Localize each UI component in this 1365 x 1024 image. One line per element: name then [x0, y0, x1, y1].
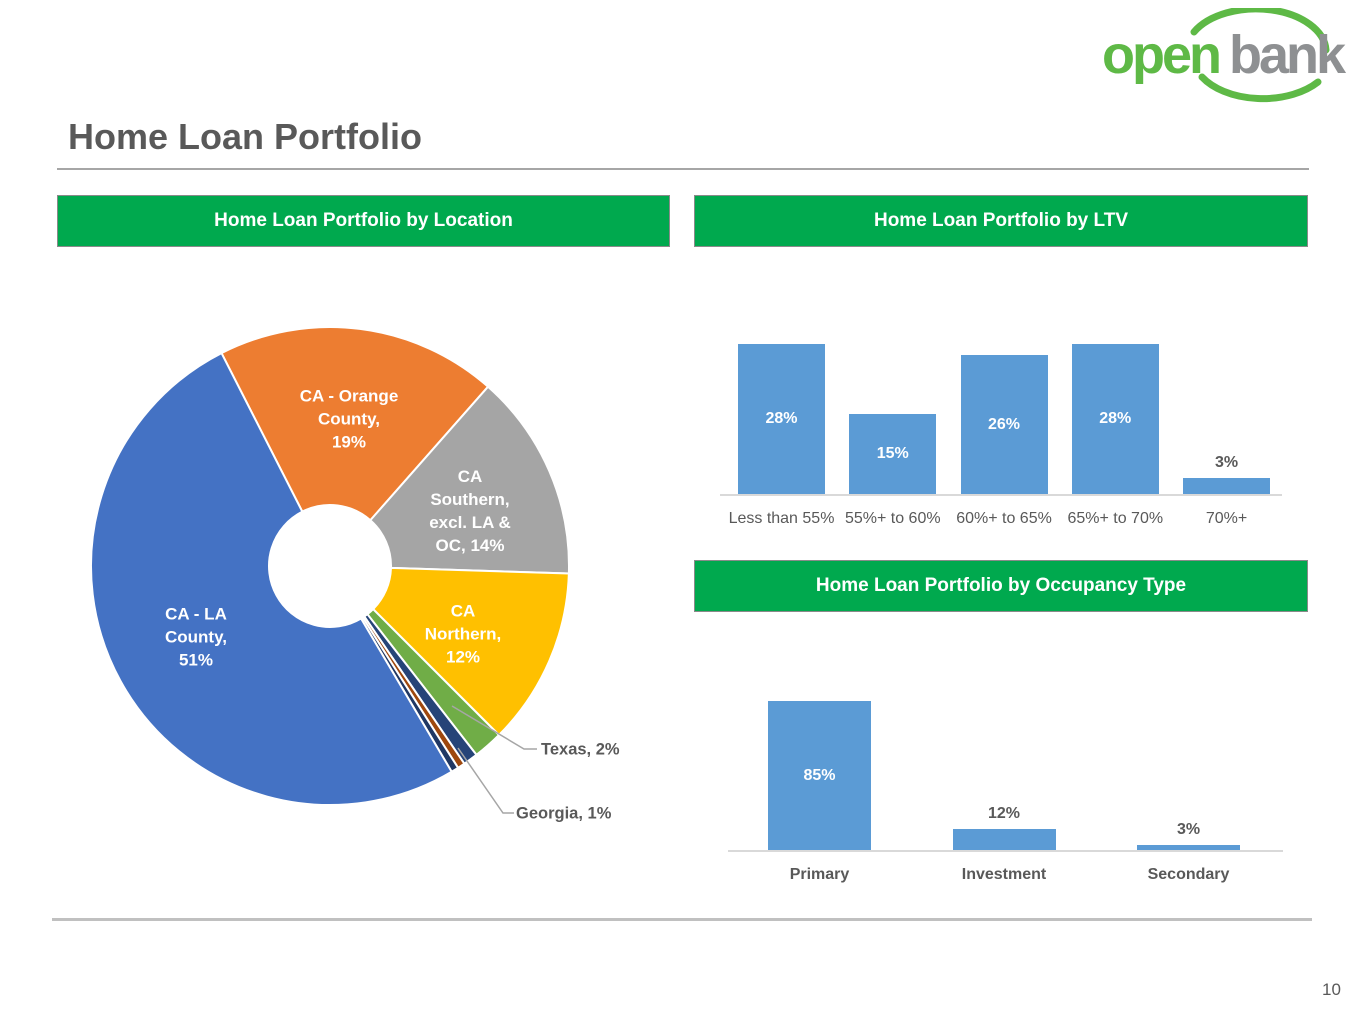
donut-slice-ca-southern-excl-la-oc: [368, 385, 570, 575]
openbank-logo: open bank: [1098, 8, 1358, 104]
logo-wordmark: open bank: [1102, 24, 1346, 86]
page-number: 10: [1322, 980, 1341, 999]
donut-slice-ca-northern: [371, 566, 570, 737]
page-title: Home Loan Portfolio: [68, 116, 422, 157]
ltv-panel-header: Home Loan Portfolio by LTV: [694, 195, 1308, 247]
donut-slice-ca-la-county: [90, 351, 454, 806]
occupancy-panel-header: Home Loan Portfolio by Occupancy Type: [694, 560, 1308, 612]
logo-word-open: open: [1102, 25, 1222, 85]
ltv-panel-header-label: Home Loan Portfolio by LTV: [873, 210, 1129, 231]
location-panel-header: Home Loan Portfolio by Location: [57, 195, 670, 247]
leader-line-texas: [451, 705, 537, 750]
bottom-divider: [52, 918, 1312, 921]
location-panel-header-label: Home Loan Portfolio by Location: [214, 210, 513, 231]
donut-slice-ca-orange-county: [220, 326, 490, 522]
title-divider: [57, 168, 1309, 170]
leader-line-georgia: [457, 747, 514, 814]
occupancy-panel-header-label: Home Loan Portfolio by Occupancy Type: [815, 575, 1187, 596]
logo-arcs-icon: [1190, 8, 1330, 103]
logo-word-bank: bank: [1229, 25, 1346, 85]
